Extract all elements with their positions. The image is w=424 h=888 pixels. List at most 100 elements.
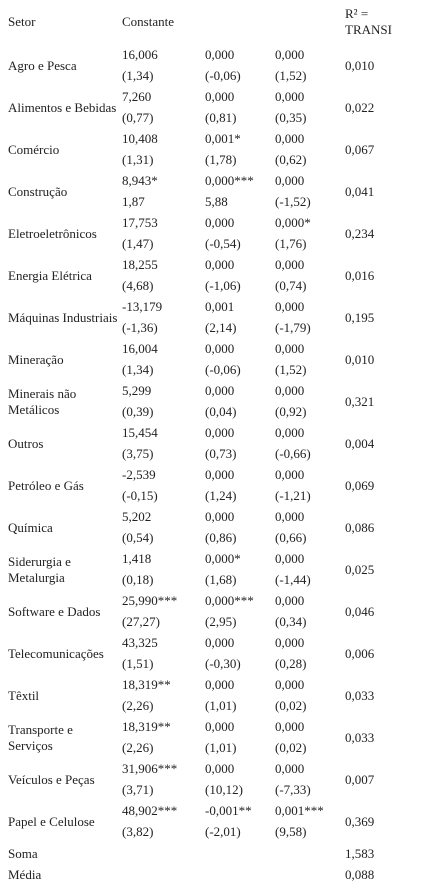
sector-name: Construção — [8, 184, 68, 199]
t-statistic: (1,47) — [122, 236, 154, 251]
r-squared: 0,010 — [345, 352, 375, 367]
t-statistic: (-0,30) — [205, 656, 241, 671]
t-statistic: (2,95) — [205, 614, 237, 629]
coefficient: 0,000 — [275, 677, 305, 692]
r-squared: 0,046 — [345, 604, 375, 619]
r-squared: 0,069 — [345, 478, 375, 493]
r-squared: 0,195 — [345, 310, 375, 325]
summary-label: Soma — [8, 846, 38, 861]
t-statistic: (-7,33) — [275, 782, 311, 797]
t-statistic: (0,54) — [122, 530, 154, 545]
sector-name: Química — [8, 520, 53, 535]
coefficient: 31,906*** — [122, 761, 178, 776]
t-statistic: (2,14) — [205, 320, 237, 335]
t-statistic: (1,34) — [122, 68, 154, 83]
r-squared: 0,033 — [345, 730, 375, 745]
coefficient: 0,000 — [275, 467, 305, 482]
coefficient: 18,319** — [122, 719, 171, 734]
coefficient: 0,000 — [275, 89, 305, 104]
coefficient: 0,000 — [275, 635, 305, 650]
coefficient: 0,000 — [275, 341, 305, 356]
t-statistic: (10,12) — [205, 782, 243, 797]
sector-name: Papel e Celulose — [8, 814, 95, 829]
t-statistic: (0,86) — [205, 530, 237, 545]
coefficient: 0,000 — [275, 509, 305, 524]
coefficient: 16,006 — [122, 47, 158, 62]
t-statistic: 1,87 — [122, 194, 145, 209]
coefficient: 0,000*** — [205, 593, 254, 608]
r-squared: 0,010 — [345, 58, 375, 73]
header-r2: R² = TRANSI — [345, 6, 392, 37]
t-statistic: (0,73) — [205, 446, 237, 461]
coefficient: 0,000 — [275, 593, 305, 608]
t-statistic: (4,68) — [122, 278, 154, 293]
sector-name: Minerais não Metálicos — [8, 386, 77, 417]
t-statistic: (0,02) — [275, 740, 307, 755]
r-squared: 0,067 — [345, 142, 375, 157]
t-statistic: (1,01) — [205, 740, 237, 755]
coefficient: -0,001** — [205, 803, 252, 818]
coefficient: 48,902*** — [122, 803, 178, 818]
t-statistic: (9,58) — [275, 824, 307, 839]
t-statistic: (-0,06) — [205, 68, 241, 83]
t-statistic: (0,62) — [275, 152, 307, 167]
r-squared: 0,086 — [345, 520, 375, 535]
t-statistic: (0,66) — [275, 530, 307, 545]
coefficient: -13,179 — [122, 299, 163, 314]
sector-name: Veículos e Peças — [8, 772, 95, 787]
coefficient: 5,299 — [122, 383, 152, 398]
coefficient: 0,000 — [205, 341, 235, 356]
t-statistic: (1,24) — [205, 488, 237, 503]
r-squared: 0,369 — [345, 814, 375, 829]
coefficient: 0,000 — [205, 383, 235, 398]
coefficient: 0,000 — [275, 173, 305, 188]
coefficient: 0,000 — [205, 761, 235, 776]
t-statistic: (3,82) — [122, 824, 154, 839]
r-squared: 0,025 — [345, 562, 375, 577]
coefficient: 0,000 — [275, 719, 305, 734]
t-statistic: (0,02) — [275, 698, 307, 713]
summary-value: 1,583 — [345, 846, 375, 861]
t-statistic: (-0,54) — [205, 236, 241, 251]
coefficient: 0,000 — [205, 467, 235, 482]
coefficient: 0,000 — [205, 677, 235, 692]
t-statistic: (-0,66) — [275, 446, 311, 461]
coefficient: 0,000* — [205, 551, 241, 566]
header-constante: Constante — [122, 14, 174, 29]
t-statistic: (0,92) — [275, 404, 307, 419]
coefficient: 0,001*** — [275, 803, 324, 818]
t-statistic: (-1,06) — [205, 278, 241, 293]
sector-name: Software e Dados — [8, 604, 101, 619]
t-statistic: (-1,36) — [122, 320, 158, 335]
sector-name: Máquinas Industriais — [8, 310, 118, 325]
coefficient: 0,000 — [205, 47, 235, 62]
t-statistic: (1,31) — [122, 152, 154, 167]
t-statistic: (-1,21) — [275, 488, 311, 503]
t-statistic: (-2,01) — [205, 824, 241, 839]
sector-name: Telecomunicações — [8, 646, 104, 661]
t-statistic: (1,52) — [275, 68, 307, 83]
sector-name: Mineração — [8, 352, 64, 367]
t-statistic: (0,35) — [275, 110, 307, 125]
coefficient: 0,000* — [275, 215, 311, 230]
coefficient: 0,000 — [205, 215, 235, 230]
t-statistic: (1,34) — [122, 362, 154, 377]
r-squared: 0,007 — [345, 772, 375, 787]
t-statistic: (1,76) — [275, 236, 307, 251]
coefficient: 0,000 — [275, 47, 305, 62]
coefficient: 16,004 — [122, 341, 158, 356]
r-squared: 0,041 — [345, 184, 375, 199]
coefficient: 0,000 — [275, 257, 305, 272]
coefficient: 15,454 — [122, 425, 158, 440]
summary-value: 0,088 — [345, 867, 375, 882]
sector-name: Siderurgia e Metalurgia — [8, 554, 71, 585]
header-setor: Setor — [8, 14, 36, 29]
coefficient: 0,000 — [205, 425, 235, 440]
coefficient: -2,539 — [122, 467, 156, 482]
coefficient: 0,001* — [205, 131, 241, 146]
summary-label: Média — [8, 867, 42, 882]
sector-name: Alimentos e Bebidas — [8, 100, 117, 115]
r-squared: 0,033 — [345, 688, 375, 703]
coefficient: 0,000 — [205, 257, 235, 272]
